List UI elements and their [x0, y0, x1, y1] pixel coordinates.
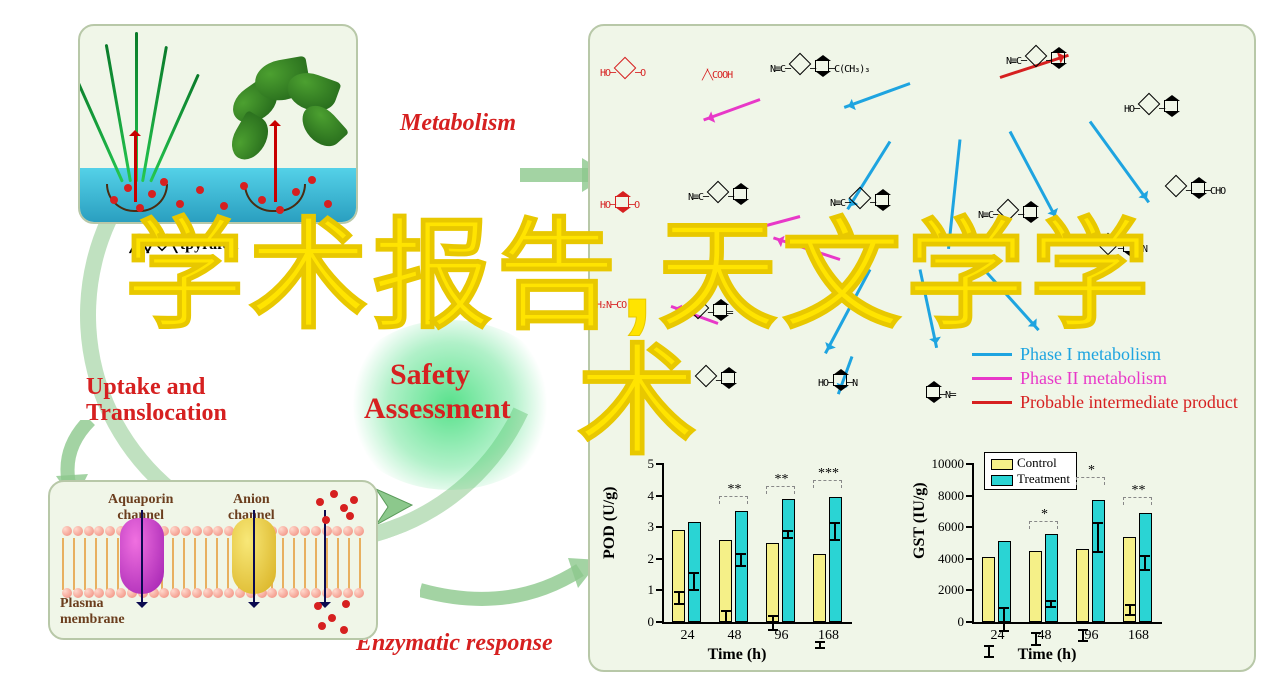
legend-phase2-text: Phase II metabolism — [1020, 368, 1167, 389]
metabolism-label: Metabolism — [400, 110, 516, 137]
safety-label-2: Assessment — [364, 392, 511, 426]
bar — [782, 499, 796, 622]
bar — [1123, 537, 1137, 622]
bar — [998, 541, 1012, 622]
bar — [1139, 513, 1153, 622]
lipid-tails-top — [62, 538, 364, 564]
compound-name: tpyrafen — [180, 236, 239, 253]
passive-arrow-icon — [324, 510, 326, 606]
molecule: N≡C── — [688, 184, 747, 203]
compound-structure: ╱╲╱◇╲ tpyrafen — [130, 234, 330, 284]
bar — [688, 522, 702, 622]
bar — [1029, 551, 1043, 622]
molecule: HO── — [1124, 96, 1178, 115]
bar — [1076, 549, 1090, 622]
molecule: HO─╱╲─S — [604, 372, 639, 383]
pod-chart: POD (U/g) 0123452448**96**168*** Time (h… — [612, 452, 862, 666]
molecule: ──CHO — [1166, 178, 1225, 197]
molecule: HO──N — [818, 374, 857, 389]
uptake-translocation-label: Uptake and Translocation — [86, 374, 227, 427]
bar — [735, 511, 749, 622]
legend-arrow-icon — [972, 377, 1012, 380]
aquaporin-arrow-icon — [141, 510, 143, 606]
bar — [1045, 534, 1059, 622]
gst-xlabel: Time (h) — [1018, 646, 1077, 664]
legend-arrow-icon — [972, 353, 1012, 356]
anion-arrow-icon — [253, 510, 255, 606]
gst-ylabel: GST (IU/g) — [911, 482, 929, 559]
legend-intermediate: Probable intermediate product — [972, 392, 1238, 413]
legend-phase1-text: Phase I metabolism — [1020, 344, 1161, 365]
lipid-heads-top — [62, 526, 364, 538]
gst-plot-area: 02000400060008000100002448*96*168** — [972, 464, 1162, 624]
molecule: H₂N─CO — [596, 300, 626, 311]
pod-xlabel: Time (h) — [708, 646, 767, 664]
arrow-membrane-right — [372, 485, 432, 535]
molecule: N≡C── — [830, 190, 889, 209]
molecule: HO──O — [600, 60, 645, 79]
lipid-tails-bot — [62, 564, 364, 590]
membrane-panel: Aquaporin channel Anion channel Plasma m… — [48, 480, 378, 640]
arrow-to-charts — [420, 530, 600, 620]
plants-panel — [78, 24, 358, 224]
bar — [982, 557, 996, 622]
molecule: ─N═ — [926, 386, 955, 401]
pod-ylabel: POD (U/g) — [601, 487, 619, 559]
plasma-membrane-label: Plasma membrane — [60, 596, 125, 628]
legend-phase2: Phase II metabolism — [972, 368, 1238, 389]
molecule: ─═ — [688, 300, 732, 319]
bar — [813, 554, 827, 622]
molecule: N≡C── — [1006, 48, 1065, 67]
bar — [766, 543, 780, 622]
enzymatic-label: Enzymatic response — [356, 630, 553, 657]
bar — [1092, 500, 1106, 622]
bar — [719, 540, 733, 622]
molecule: ──N — [1098, 236, 1147, 255]
safety-label-1: Safety — [390, 358, 470, 392]
molecule: N≡C───C(CH₃)₃ — [770, 56, 869, 75]
gst-chart: Control Treatment GST (IU/g) 02000400060… — [922, 452, 1172, 666]
legend-phase1: Phase I metabolism — [972, 344, 1238, 365]
molecule: ─ — [696, 368, 735, 387]
molecule: N≡C── — [978, 202, 1037, 221]
molecule: HO──O — [600, 196, 639, 211]
legend-intermediate-text: Probable intermediate product — [1020, 392, 1238, 413]
pod-plot-area: 0123452448**96**168*** — [662, 464, 852, 624]
molecule: ╱╲COOH — [702, 70, 732, 81]
bar — [829, 497, 843, 622]
legend-arrow-icon — [972, 401, 1012, 404]
bar — [672, 530, 686, 622]
lipid-heads-bot — [62, 588, 364, 600]
metabolism-legend: Phase I metabolism Phase II metabolism P… — [972, 344, 1238, 416]
